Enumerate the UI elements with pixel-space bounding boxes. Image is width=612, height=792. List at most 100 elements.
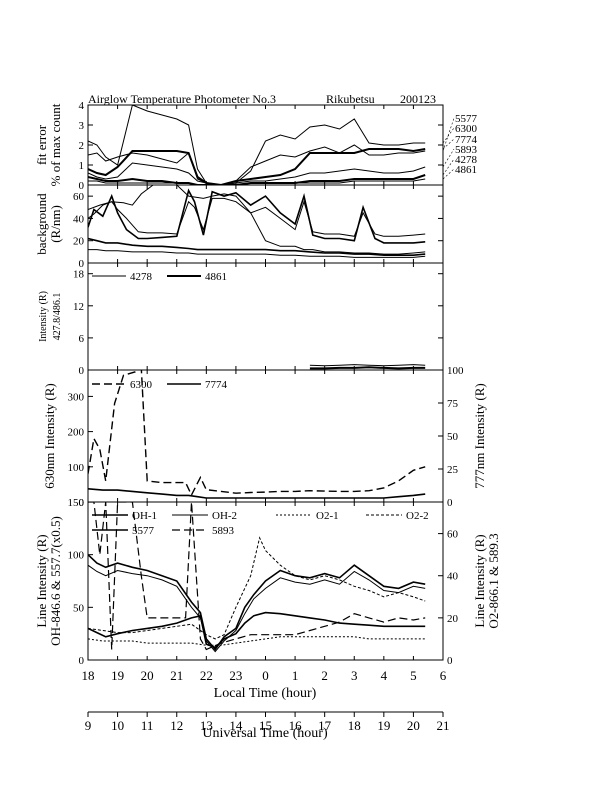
y-axis-label-right: O2-866.1 & 589.3 [486,533,501,628]
legend-leader [442,158,455,176]
lt-tick-label: 19 [111,668,124,683]
y-axis-label-right: Line Intensity (R) [472,534,487,627]
ut-tick-label: 21 [437,718,450,733]
y-tick-label-right: 0 [447,497,453,509]
series-line-4861 [309,366,426,370]
series-line-OH-1 [88,554,426,651]
ut-tick-label: 12 [170,718,183,733]
y-tick-label: 50 [73,602,85,614]
legend-label: 4278 [455,154,478,166]
panel-background: 0 20 40 60 background (R/nm) [34,184,444,270]
plot-area [88,370,426,499]
station-name: Rikubetsu [326,92,375,106]
y-tick-label: 6 [79,333,85,345]
panel-fit-error: 0 1 2 3 4 fit error% of max count 557763007774… [34,100,478,192]
y-tick-label-right: 20 [447,613,459,625]
legend-label: O2-1 [316,510,339,522]
y-tick-label: 200 [68,427,85,439]
series-line-5577 [88,611,426,649]
ut-tick-label: 10 [111,718,124,733]
legend-label: 6300 [130,379,153,391]
lt-tick-label: 21 [170,668,183,683]
lt-tick-label: 1 [292,668,299,683]
y-axis-label: Intensity (R) [38,291,49,342]
y-tick-label: 3 [79,120,85,132]
y-axis-label-right: 777nm Intensity (R) [472,383,487,488]
ut-tick-label: 18 [348,718,361,733]
series-line-5893 [88,162,426,185]
legend-leader [442,117,455,152]
panel-blue-intensity: 0 6 12 18 Intensity (R) 427.8/486.1 4278 4861 [38,262,444,377]
series-line-7774 [88,148,426,185]
y-tick-label: 40 [73,213,85,225]
y-tick-label: 4 [79,100,85,112]
date-label: 200123 [400,92,436,106]
legend-label: 4861 [455,164,477,176]
y-tick-label: 60 [73,191,85,203]
series-line-6300 [88,105,426,185]
series-line-c [88,185,426,255]
series-line-a [88,188,426,244]
lt-tick-label: 6 [440,668,447,683]
y-tick-label: 150 [68,497,85,509]
lt-tick-label: 0 [262,668,269,683]
y-tick-label: 0 [79,258,85,270]
y-axis-label: Line Intensity (R) [34,534,49,627]
legend-label: OH-1 [132,510,157,522]
panel-red-green-intensity: 0 100 200 300 0 25 50 75 100 630nm Intensity (R) 7… [42,365,487,509]
y-tick-label-right: 100 [447,365,464,377]
y-tick-label: 12 [73,301,84,313]
lt-tick-label: 23 [229,668,242,683]
y-tick-label-right: 60 [447,529,459,541]
y-axis-label: OH-846.6 & 557.7(x0.5) [48,516,63,646]
legend-label: OH-2 [212,510,237,522]
series-line-e [88,249,426,258]
y-axis-label: (R/nm) [48,205,63,243]
legend-leader [442,168,455,180]
y-axis-label: fit error [34,124,49,165]
local-time-label: Local Time (hour) [214,686,317,701]
title-text: Airglow Temperature Photometer No.3 [88,92,276,106]
series-line-5893 [88,502,426,651]
y-axis-label: 630nm Intensity (R) [42,383,57,488]
y-tick-label-right: 0 [447,655,453,667]
y-tick-label-right: 40 [447,571,459,583]
lt-tick-label: 3 [351,668,358,683]
ut-tick-label: 20 [407,718,420,733]
legend-label: O2-2 [406,510,429,522]
series-line-b [88,197,426,237]
series-line-6300 [88,370,426,497]
ut-tick-label: 16 [289,718,303,733]
legend-leader [442,127,455,144]
y-tick-label: 100 [68,550,85,562]
legend-label: 6300 [455,123,478,135]
legend-leader [442,148,455,168]
y-tick-label: 0 [79,365,85,377]
y-tick-label: 300 [68,391,85,403]
lt-tick-label: 5 [410,668,417,683]
lt-tick-label: 20 [141,668,154,683]
ut-tick-label: 17 [318,718,332,733]
ut-tick-label: 9 [85,718,92,733]
legend-label: 5893 [212,525,235,537]
legend-label: 5893 [455,144,478,156]
y-tick-label: 20 [73,236,85,248]
series-line-7774 [88,488,426,499]
plot-area [88,185,426,258]
figure-title: Airglow Temperature Photometer No.3 Riku… [88,92,436,106]
ut-tick-label: 11 [141,718,154,733]
legend-label: 5577 [455,113,478,125]
lt-tick-label: 4 [381,668,388,683]
y-tick-label-right: 25 [447,464,459,476]
legend-label: 4861 [205,271,227,283]
series-line-O2-1 [88,636,426,646]
legend-label: 5577 [132,525,155,537]
universal-time-label: Universal Time (hour) [202,726,328,741]
y-tick-label: 100 [68,462,85,474]
ut-tick-label: 19 [377,718,390,733]
series-line-4278 [309,364,426,367]
legend-label: 4278 [130,271,153,283]
plot-area [88,502,426,653]
